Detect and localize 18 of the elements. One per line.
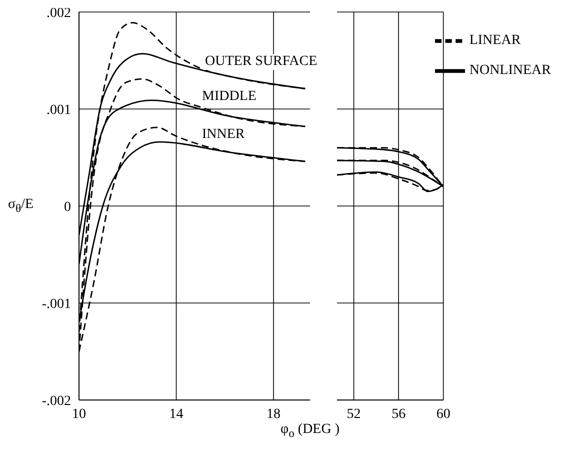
legend-label: NONLINEAR — [469, 63, 551, 78]
y-tick-label: 0 — [64, 200, 71, 215]
x-tick-label: 10 — [72, 406, 86, 422]
annotation: OUTER SURFACE — [205, 54, 318, 69]
y-tick-label: -.001 — [42, 296, 71, 312]
x-tick-label: 14 — [169, 406, 184, 422]
y-tick-label: .002 — [46, 6, 71, 21]
x-tick-label: 60 — [436, 406, 450, 422]
x-tick-label: 18 — [266, 406, 281, 422]
x-tick-label: 56 — [392, 406, 406, 422]
y-tick-label: -.002 — [42, 394, 71, 409]
x-tick-label: 52 — [346, 406, 361, 422]
x-axis-title: φ$_{o}$ (DEG ) — [280, 422, 340, 440]
y-axis-title: σ$_{θ}$/E — [8, 197, 34, 215]
annotation: MIDDLE — [202, 89, 256, 104]
annotation: INNER — [202, 127, 245, 142]
legend-label: LINEAR — [469, 33, 521, 48]
y-tick-label: .001 — [46, 102, 71, 118]
